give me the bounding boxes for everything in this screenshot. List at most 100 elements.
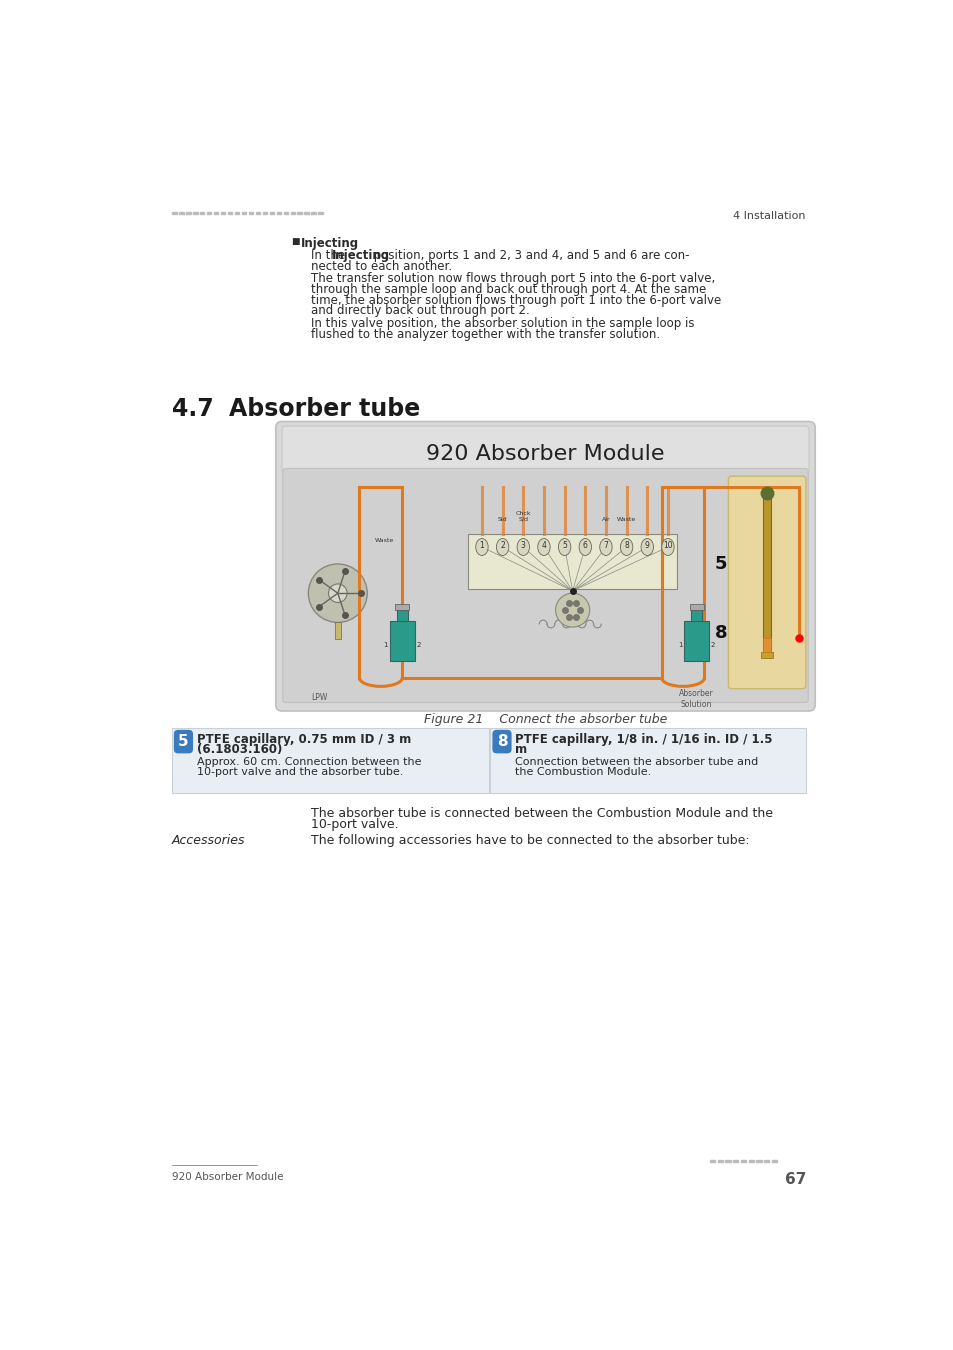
Text: 5: 5 [561,541,566,549]
Bar [270,212,274,215]
Text: Injecting: Injecting [300,236,358,250]
Text: PTFE capillary, 0.75 mm ID / 3 m: PTFE capillary, 0.75 mm ID / 3 m [196,733,411,745]
Ellipse shape [578,539,591,555]
Text: 9: 9 [644,541,649,549]
Text: Waste: Waste [375,537,394,543]
Bar [709,1160,715,1162]
Text: position, ports 1 and 2, 3 and 4, and 5 and 6 are con-: position, ports 1 and 2, 3 and 4, and 5 … [369,248,688,262]
Ellipse shape [619,539,632,555]
Text: 6: 6 [582,541,587,549]
Text: In this valve position, the absorber solution in the sample loop is: In this valve position, the absorber sol… [311,317,694,329]
Bar [335,622,340,640]
Bar [249,212,253,215]
Bar [318,212,323,215]
Bar [193,212,197,215]
Circle shape [308,564,367,622]
Text: 10-port valve and the absorber tube.: 10-port valve and the absorber tube. [196,767,403,778]
Text: 5: 5 [714,555,726,572]
Bar [748,1160,753,1162]
Text: The absorber tube is connected between the Combustion Module and the: The absorber tube is connected between t… [311,807,773,821]
Text: Injecting: Injecting [332,248,390,262]
Bar [396,610,407,621]
Text: 2: 2 [499,541,504,549]
Text: 920 Absorber Module: 920 Absorber Module [172,1172,283,1183]
Text: Air: Air [601,517,610,522]
Text: 5: 5 [178,734,189,749]
Text: 7: 7 [603,541,608,549]
Text: 10: 10 [662,541,672,549]
Text: The following accessories have to be connected to the absorber tube:: The following accessories have to be con… [311,834,749,848]
Bar [283,212,288,215]
Ellipse shape [558,539,570,555]
Ellipse shape [476,539,488,555]
Bar [756,1160,760,1162]
Text: the Combustion Module.: the Combustion Module. [515,767,651,778]
Text: 1: 1 [678,643,682,648]
Bar [297,212,302,215]
Bar [172,212,176,215]
Bar [213,212,218,215]
Text: PTFE capillary, 1/8 in. / 1/16 in. ID / 1.5: PTFE capillary, 1/8 in. / 1/16 in. ID / … [515,733,772,745]
Bar [255,212,260,215]
Bar [691,610,701,621]
Text: Absorber
Solution: Absorber Solution [679,690,713,709]
Bar [760,652,773,657]
Text: and directly back out through port 2.: and directly back out through port 2. [311,305,530,317]
Bar [220,212,225,215]
Text: 2: 2 [710,643,714,648]
Text: Accessories: Accessories [172,834,245,848]
Ellipse shape [496,539,508,555]
Text: ■: ■ [291,236,299,246]
Text: LPW: LPW [311,694,328,702]
Bar [276,212,281,215]
Ellipse shape [517,539,529,555]
Ellipse shape [640,539,653,555]
Text: (6.1803.160): (6.1803.160) [196,744,282,756]
Text: In the: In the [311,248,349,262]
FancyBboxPatch shape [275,421,815,711]
Bar [311,212,315,215]
FancyBboxPatch shape [282,427,808,474]
Bar [762,637,770,652]
Bar [234,212,239,215]
Bar [179,212,183,215]
Text: 8: 8 [497,734,507,749]
Text: 1: 1 [383,643,388,648]
Bar [304,212,309,215]
Bar [241,212,246,215]
Bar [395,603,409,610]
Text: Figure 21    Connect the absorber tube: Figure 21 Connect the absorber tube [423,713,666,725]
Bar [199,212,204,215]
Text: 920 Absorber Module: 920 Absorber Module [426,444,664,464]
FancyBboxPatch shape [728,477,805,688]
Bar [468,533,677,590]
Bar [207,212,212,215]
Text: time, the absorber solution flows through port 1 into the 6-port valve: time, the absorber solution flows throug… [311,294,720,306]
Circle shape [555,593,589,628]
Bar [262,212,267,215]
Bar [172,728,488,794]
Ellipse shape [537,539,550,555]
Text: 2: 2 [416,643,420,648]
Circle shape [328,585,347,602]
Bar [291,212,294,215]
Bar [683,621,708,662]
Text: 4.7: 4.7 [172,397,213,421]
Bar [732,1160,738,1162]
Bar [717,1160,722,1162]
Bar [490,728,805,794]
Bar [390,621,415,662]
Bar [228,212,233,215]
Text: 4 Installation: 4 Installation [733,212,805,221]
Bar [762,497,770,655]
Text: 8: 8 [714,624,726,643]
Bar [771,1160,777,1162]
Text: through the sample loop and back out through port 4. At the same: through the sample loop and back out thr… [311,284,706,296]
Text: 3: 3 [520,541,525,549]
Text: 67: 67 [783,1172,805,1187]
Ellipse shape [661,539,674,555]
Text: Absorber tube: Absorber tube [229,397,419,421]
Ellipse shape [599,539,612,555]
Bar [186,212,191,215]
Text: Approx. 60 cm. Connection between the: Approx. 60 cm. Connection between the [196,757,421,767]
